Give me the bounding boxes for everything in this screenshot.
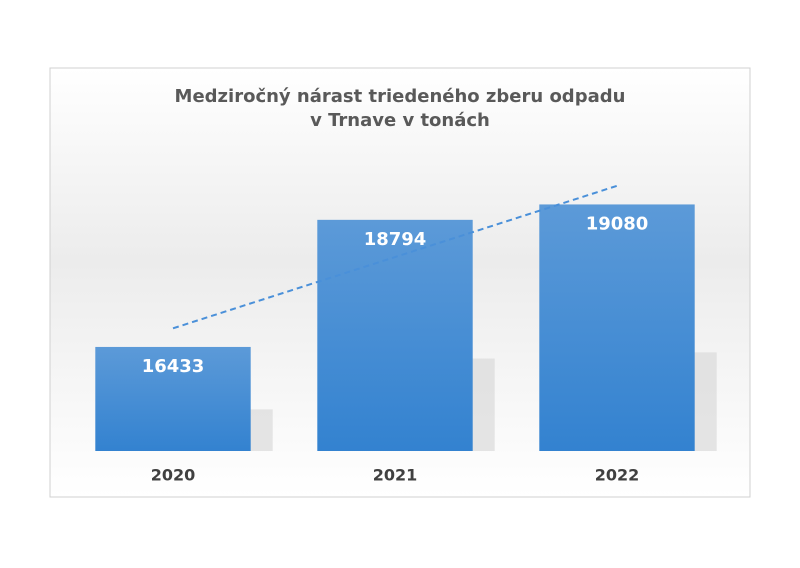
data-label: 18794 — [364, 229, 427, 250]
bar — [539, 204, 695, 451]
data-label: 19080 — [586, 213, 649, 234]
trendline — [172, 184, 618, 330]
chart-title: Medziročný nárast triedeného zberu odpad… — [175, 86, 626, 107]
data-label: 16433 — [142, 356, 205, 377]
x-tick-label: 2021 — [373, 466, 418, 485]
bar — [317, 219, 473, 451]
x-tick-label: 2022 — [595, 466, 640, 485]
chart-subtitle: v Trnave v tonách — [310, 110, 490, 131]
x-tick-label: 2020 — [151, 466, 196, 485]
bar — [95, 346, 251, 451]
